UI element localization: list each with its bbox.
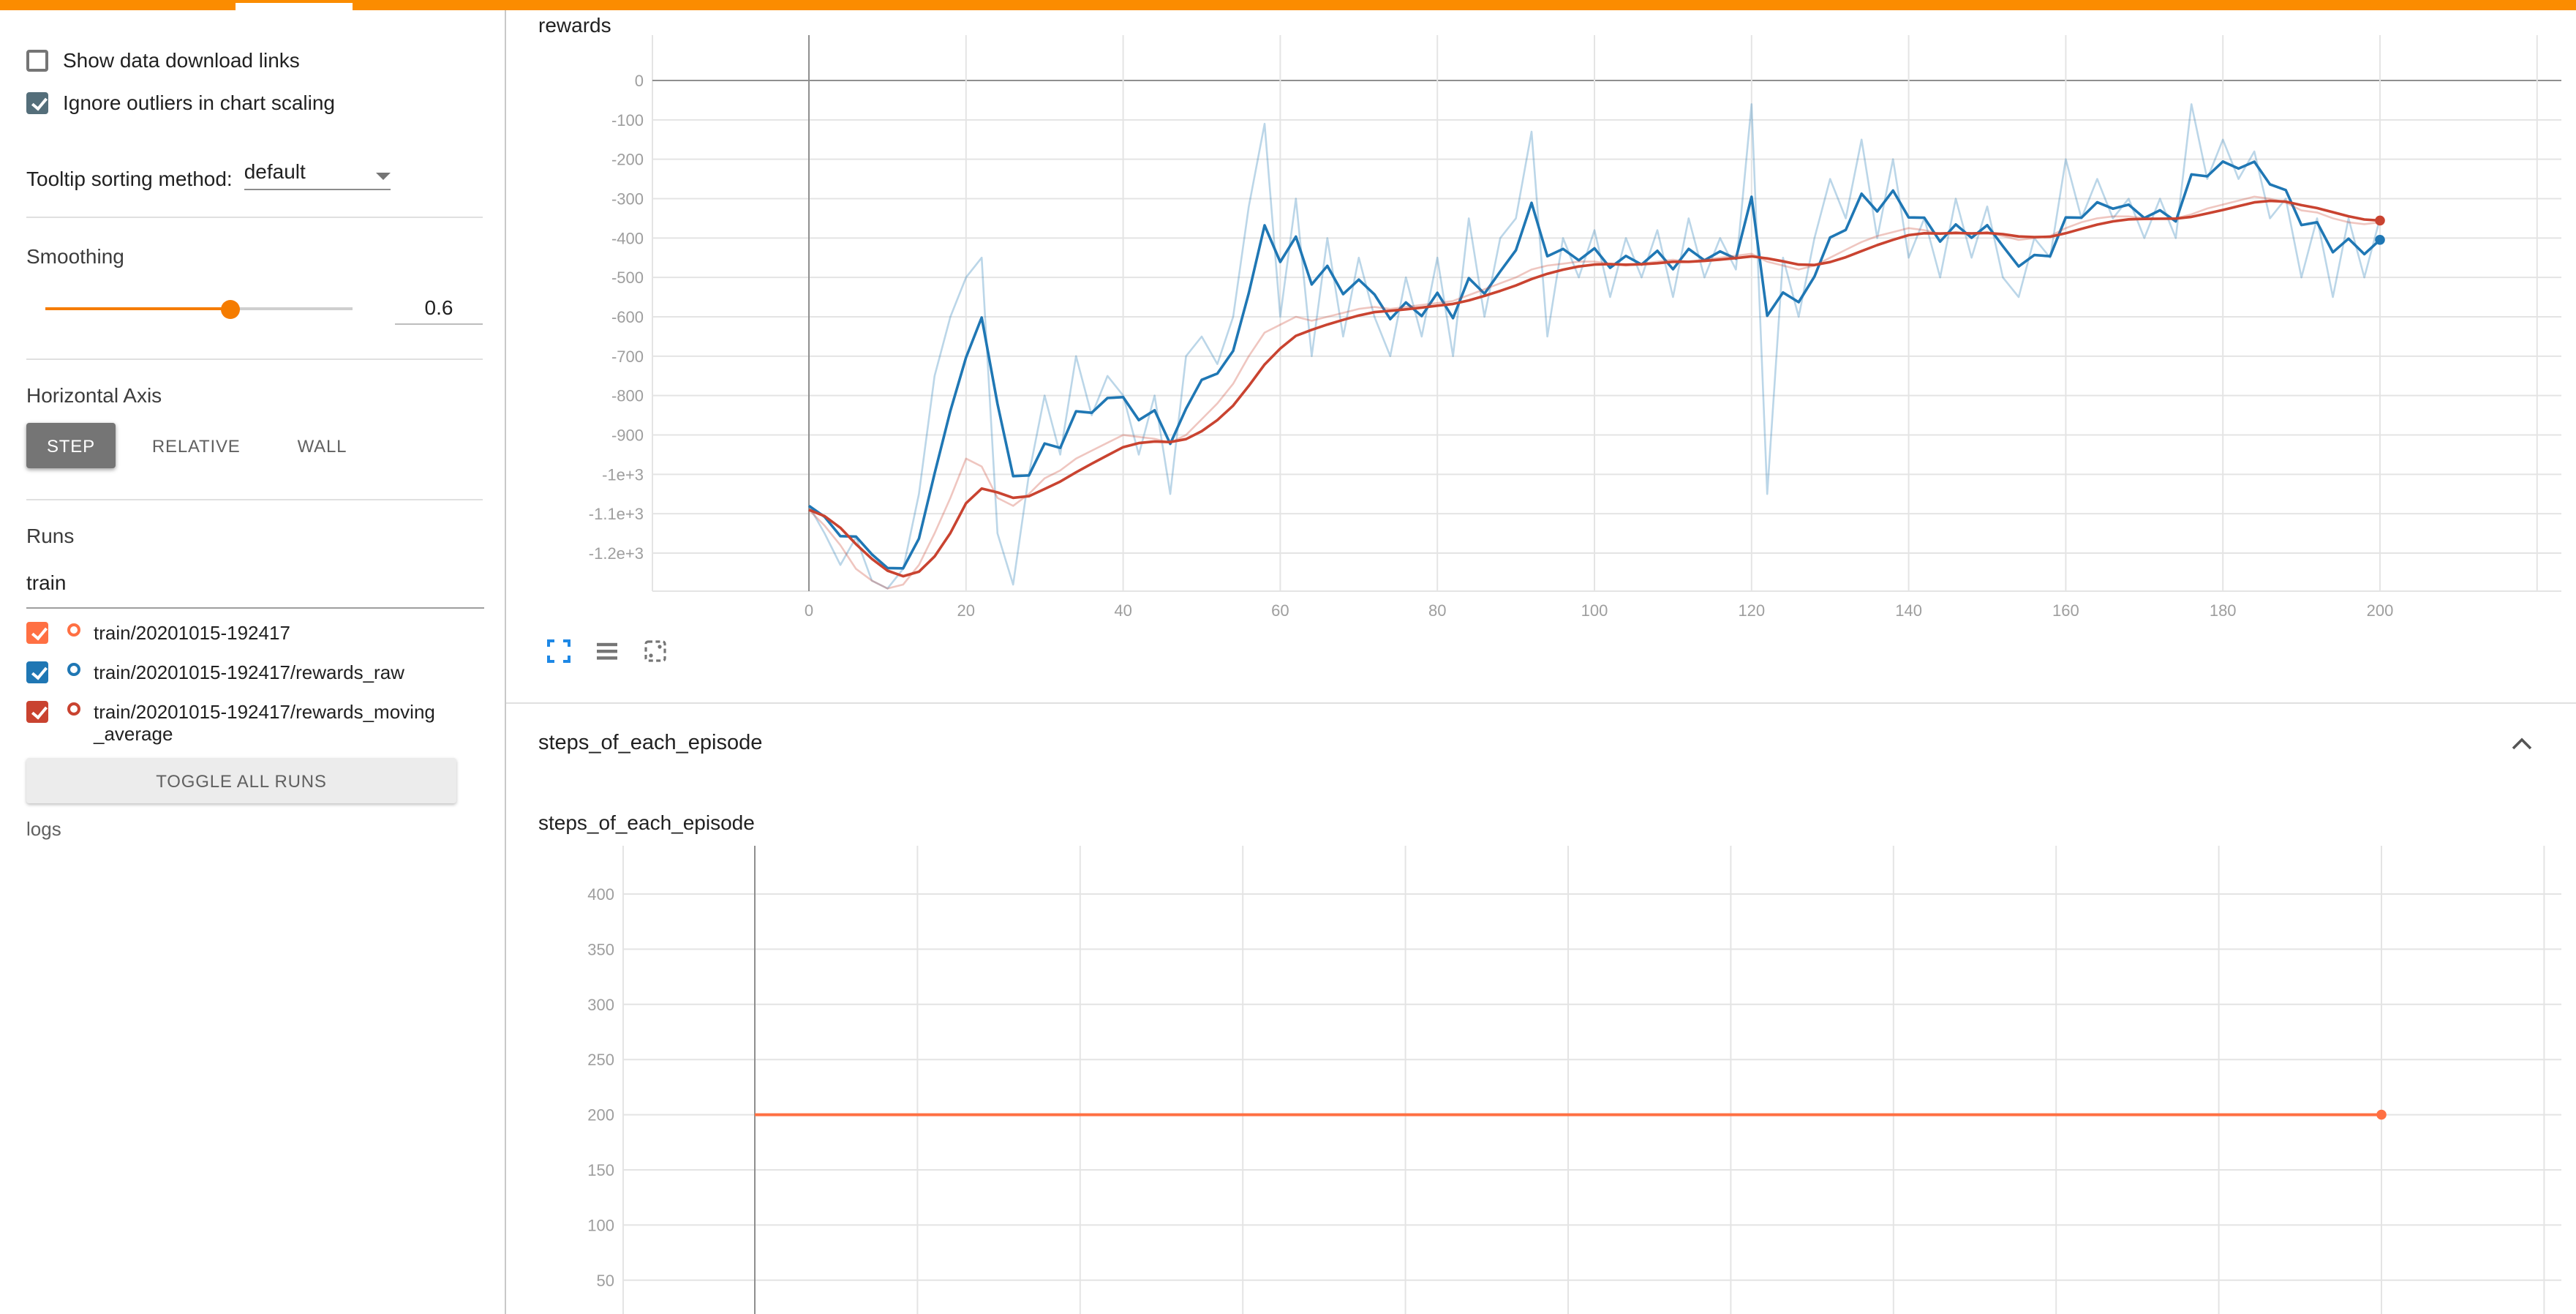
ignore-outliers-label: Ignore outliers in chart scaling	[63, 91, 335, 114]
rewards-chart-toolbar	[544, 637, 670, 666]
svg-text:0: 0	[805, 601, 813, 620]
smoothing-slider-row	[26, 291, 483, 326]
svg-text:-300: -300	[611, 190, 644, 209]
tooltip-sorting-dropdown[interactable]: default	[244, 159, 391, 190]
svg-text:200: 200	[2367, 601, 2394, 620]
run-row[interactable]: train/20201015-192417/rewards_moving_ave…	[26, 701, 483, 745]
tooltip-sorting-value: default	[244, 159, 306, 183]
rewards-chart-title: rewards	[538, 13, 611, 37]
fit-domain-button[interactable]	[641, 637, 670, 666]
axis-wall-button[interactable]: WALL	[277, 423, 368, 468]
run-color-ring	[67, 623, 80, 637]
run-filter-input[interactable]	[26, 559, 484, 609]
svg-text:300: 300	[587, 996, 614, 1014]
tooltip-sorting-label: Tooltip sorting method:	[26, 167, 233, 190]
svg-text:40: 40	[1114, 601, 1131, 620]
ignore-outliers-checkbox[interactable]	[26, 91, 48, 113]
svg-text:0: 0	[635, 72, 644, 90]
svg-text:-400: -400	[611, 229, 644, 247]
svg-text:400: 400	[587, 885, 614, 904]
toggle-all-runs-button[interactable]: TOGGLE ALL RUNS	[26, 758, 456, 803]
run-checkbox[interactable]	[26, 622, 48, 644]
svg-text:120: 120	[1738, 601, 1765, 620]
divider	[26, 358, 483, 360]
collapse-section-button[interactable]	[2507, 734, 2537, 753]
app-header-bottom-edge	[0, 0, 2576, 10]
svg-text:-100: -100	[611, 111, 644, 129]
data-table-button[interactable]	[592, 637, 622, 666]
svg-text:-700: -700	[611, 348, 644, 366]
svg-text:350: 350	[587, 940, 614, 958]
ignore-outliers-row[interactable]: Ignore outliers in chart scaling	[26, 91, 483, 114]
svg-text:150: 150	[587, 1161, 614, 1179]
run-label: train/20201015-192417	[94, 622, 290, 644]
svg-text:180: 180	[2210, 601, 2237, 620]
axis-step-button[interactable]: STEP	[26, 423, 116, 468]
logdir-label: logs	[26, 818, 61, 840]
svg-text:250: 250	[587, 1051, 614, 1069]
run-label: train/20201015-192417/rewards_moving_ave…	[94, 701, 435, 745]
steps-section-header: steps_of_each_episode	[538, 726, 2537, 761]
svg-text:-1.1e+3: -1.1e+3	[589, 505, 644, 523]
run-row[interactable]: train/20201015-192417	[26, 622, 483, 644]
active-tab-underline	[236, 3, 353, 10]
svg-text:-500: -500	[611, 269, 644, 287]
smoothing-value-input[interactable]	[395, 293, 483, 325]
steps-chart-title: steps_of_each_episode	[538, 811, 755, 834]
run-color-ring	[67, 663, 80, 676]
svg-text:100: 100	[1581, 601, 1608, 620]
show-download-links-label: Show data download links	[63, 48, 300, 72]
svg-text:-200: -200	[611, 151, 644, 169]
svg-text:-900: -900	[611, 427, 644, 445]
svg-text:-600: -600	[611, 308, 644, 326]
svg-text:140: 140	[1895, 601, 1922, 620]
show-download-links-row[interactable]: Show data download links	[26, 48, 483, 72]
svg-text:-1e+3: -1e+3	[602, 465, 644, 484]
horizontal-axis-buttons: STEP RELATIVE WALL	[26, 423, 483, 468]
svg-text:-800: -800	[611, 387, 644, 405]
divider	[26, 217, 483, 218]
divider	[26, 499, 483, 500]
data-table-icon	[597, 642, 617, 660]
run-checkbox[interactable]	[26, 661, 48, 683]
divider	[506, 702, 2576, 704]
svg-text:200: 200	[587, 1106, 614, 1125]
run-color-ring	[67, 702, 80, 716]
svg-text:-1.2e+3: -1.2e+3	[589, 544, 644, 563]
triangle-down-icon	[375, 173, 391, 180]
fit-domain-icon	[644, 640, 666, 662]
scalars-dashboard: rewards 0 -100 -200 -300 -400 -500 -600 -700 -80…	[506, 10, 2576, 1314]
axis-relative-button[interactable]: RELATIVE	[132, 423, 261, 468]
svg-text:20: 20	[957, 601, 975, 620]
svg-text:60: 60	[1271, 601, 1289, 620]
steps-section-title: steps_of_each_episode	[538, 732, 763, 755]
show-download-links-checkbox[interactable]	[26, 49, 48, 71]
run-checkbox[interactable]	[26, 701, 48, 723]
runs-label: Runs	[26, 524, 75, 547]
steps-chart[interactable]: 400 350 300 250 200 150 100 50	[581, 846, 2570, 1314]
svg-text:80: 80	[1428, 601, 1446, 620]
settings-sidebar: Show data download links Ignore outliers…	[0, 10, 506, 1314]
run-label: train/20201015-192417/rewards_raw	[94, 661, 404, 683]
smoothing-slider-thumb[interactable]	[220, 299, 239, 318]
svg-text:50: 50	[597, 1272, 614, 1290]
smoothing-slider-fill	[45, 307, 230, 310]
smoothing-slider[interactable]	[45, 299, 353, 318]
svg-text:100: 100	[587, 1216, 614, 1234]
expand-chart-button[interactable]	[544, 637, 573, 666]
svg-text:160: 160	[2052, 601, 2079, 620]
tooltip-sorting-row: Tooltip sorting method: default	[26, 158, 483, 190]
rewards-chart[interactable]: 0 -100 -200 -300 -400 -500 -600 -700 -800 -900 -1e…	[581, 32, 2570, 629]
smoothing-label: Smoothing	[26, 244, 124, 268]
expand-icon	[547, 639, 570, 663]
chevron-up-icon	[2512, 737, 2532, 749]
horizontal-axis-label: Horizontal Axis	[26, 383, 162, 407]
run-row[interactable]: train/20201015-192417/rewards_raw	[26, 661, 483, 683]
